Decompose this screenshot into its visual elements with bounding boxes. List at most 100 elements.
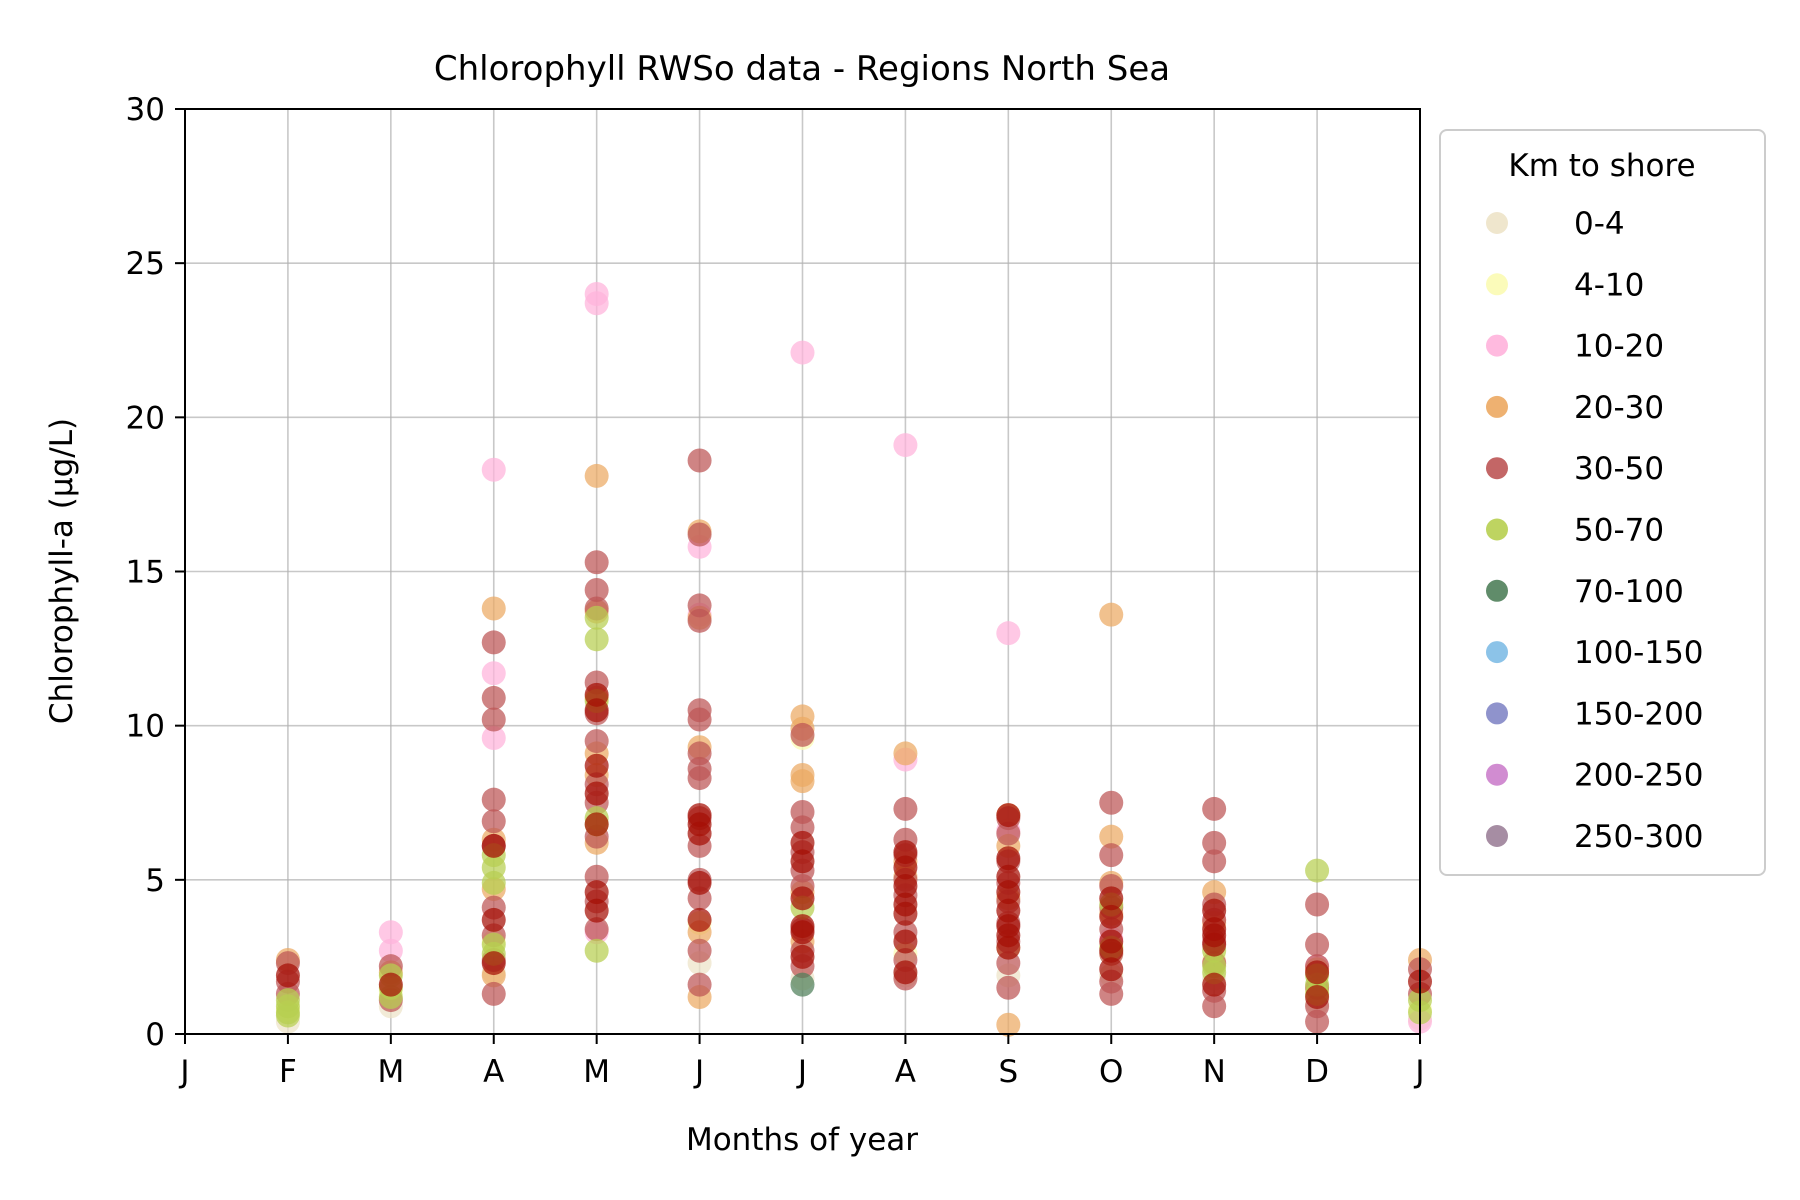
x-tick-label: J — [1413, 1054, 1424, 1090]
data-point — [687, 522, 712, 547]
legend-marker — [1486, 334, 1508, 357]
legend-label: 70-100 — [1574, 574, 1684, 610]
data-point — [1202, 972, 1227, 997]
data-point — [584, 938, 609, 963]
legend-marker — [1486, 825, 1508, 847]
y-tick-label: 10 — [126, 709, 165, 745]
legend: Km to shore 0-4 4-10 10-20 20-30 30-50 50-70 7… — [1439, 129, 1766, 876]
data-point — [893, 433, 918, 458]
data-point — [1305, 960, 1330, 985]
data-point — [481, 596, 506, 621]
data-point — [584, 898, 609, 923]
data-point — [1099, 938, 1124, 963]
legend-marker — [1486, 763, 1508, 786]
y-axis: 0 5 10 15 20 25 30 — [126, 92, 185, 1053]
data-point — [893, 960, 918, 985]
data-point — [481, 833, 506, 858]
data-point — [790, 849, 815, 874]
x-axis-label: Months of year — [686, 1122, 918, 1158]
data-point — [481, 907, 506, 932]
legend-label: 10-20 — [1574, 329, 1664, 365]
x-tick-label: M — [377, 1054, 404, 1090]
data-point — [584, 753, 609, 778]
legend-title: Km to shore — [1508, 148, 1695, 184]
data-point — [1099, 790, 1124, 815]
legend-marker — [1486, 702, 1508, 725]
x-tick-label: S — [998, 1054, 1018, 1090]
legend-label: 250-300 — [1574, 819, 1704, 855]
data-point — [584, 550, 609, 575]
data-point — [1099, 843, 1124, 868]
legend-marker — [1486, 273, 1508, 296]
data-point — [481, 726, 506, 750]
data-point — [996, 621, 1021, 646]
legend-marker — [1486, 395, 1508, 418]
data-point — [584, 698, 609, 723]
data-point — [1099, 602, 1124, 627]
data-point — [584, 627, 609, 652]
data-point — [790, 886, 815, 911]
data-point — [790, 972, 815, 997]
data-point — [1202, 796, 1227, 821]
data-point — [996, 935, 1021, 960]
x-tick-label: N — [1203, 1054, 1226, 1090]
data-point — [687, 972, 712, 997]
legend-label: 4-10 — [1574, 267, 1644, 303]
data-point — [1202, 994, 1227, 1019]
legend-marker — [1486, 518, 1508, 541]
chart-title: Chlorophyll RWSo data - Regions North Se… — [434, 49, 1170, 89]
data-point — [1099, 981, 1124, 1006]
data-point — [584, 812, 609, 837]
data-point — [790, 769, 815, 794]
x-tick-label: M — [583, 1054, 610, 1090]
data-point — [481, 661, 506, 686]
data-point — [687, 870, 712, 895]
data-point — [687, 608, 712, 633]
data-point — [687, 821, 712, 846]
data-point — [996, 975, 1021, 1000]
legend-box — [1439, 129, 1766, 876]
data-point — [584, 880, 609, 905]
legend-label: 100-150 — [1574, 635, 1704, 671]
data-point — [481, 457, 506, 482]
data-point — [481, 951, 506, 976]
legend-marker — [1486, 212, 1508, 234]
data-point — [584, 463, 609, 488]
data-points — [275, 282, 1432, 1037]
y-tick-label: 15 — [126, 555, 165, 591]
data-point — [996, 846, 1021, 871]
y-tick-label: 30 — [126, 92, 165, 128]
data-point — [1305, 892, 1330, 917]
x-tick-label: J — [178, 1054, 189, 1090]
data-point — [790, 944, 815, 969]
x-tick-label: A — [483, 1054, 504, 1090]
data-point — [1202, 898, 1227, 923]
x-tick-label: J — [796, 1054, 807, 1090]
y-tick-label: 0 — [145, 1017, 165, 1053]
data-point — [893, 929, 918, 954]
y-axis-label: Chlorophyll-a (µg/L) — [44, 418, 80, 724]
data-point — [687, 448, 712, 473]
legend-label: 50-70 — [1574, 513, 1664, 549]
data-point — [1202, 849, 1227, 874]
x-tick-label: D — [1305, 1054, 1329, 1090]
legend-label: 30-50 — [1574, 451, 1664, 487]
data-point — [378, 972, 403, 997]
x-tick-label: F — [279, 1054, 297, 1090]
data-point — [1305, 858, 1330, 883]
data-point — [275, 1003, 300, 1028]
data-point — [584, 291, 609, 316]
data-point — [893, 796, 918, 821]
data-point — [1305, 985, 1330, 1009]
x-tick-label: J — [693, 1054, 704, 1090]
data-point — [481, 809, 506, 834]
data-point — [481, 870, 506, 895]
legend-label: 150-200 — [1574, 696, 1704, 732]
data-point — [996, 821, 1021, 846]
data-point — [790, 920, 815, 945]
data-point — [996, 880, 1021, 905]
data-point — [1202, 932, 1227, 957]
data-point — [893, 855, 918, 880]
data-point — [687, 907, 712, 932]
data-point — [275, 963, 300, 988]
